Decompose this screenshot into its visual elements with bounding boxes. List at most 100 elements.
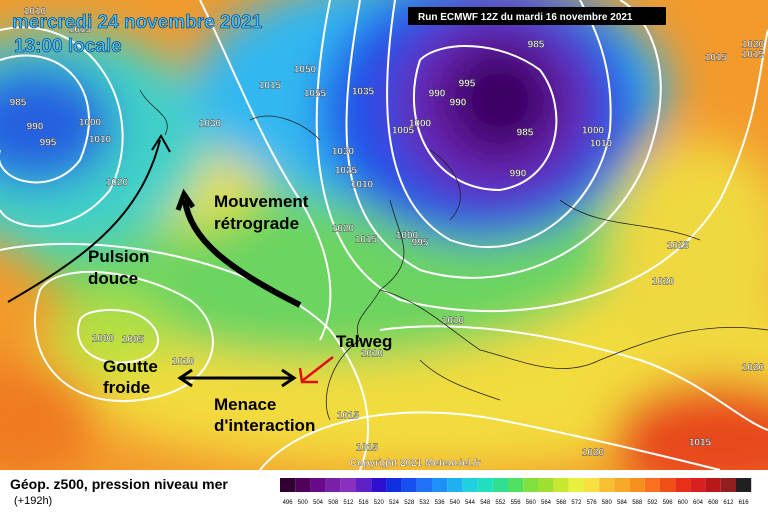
isobar-label: 1025 (335, 166, 358, 177)
legend-swatch (508, 478, 524, 492)
isobar-label: 990 (27, 122, 44, 133)
legend-swatch (492, 478, 508, 492)
annotation: rétrograde (214, 214, 299, 233)
isobar-label: 1000 (92, 334, 115, 345)
legend-label: 528 (404, 500, 415, 506)
legend-swatch (736, 478, 752, 492)
legend-swatch (705, 478, 721, 492)
field (0, 0, 768, 500)
isobar-label: 990 (510, 169, 527, 180)
run-box (408, 7, 666, 25)
arrows (7, 134, 334, 388)
legend-label: 516 (359, 500, 370, 506)
isobar-label: 1020 (742, 363, 765, 374)
legend-label: 540 (450, 500, 461, 506)
legend-label: 544 (465, 500, 476, 506)
legend-swatch (614, 478, 630, 492)
isobar-label: 1035 (352, 87, 375, 98)
legend-swatch (523, 478, 539, 492)
legend-swatch (553, 478, 569, 492)
legend-swatch (416, 478, 432, 492)
isobar-label: 1010 (442, 316, 465, 327)
legend-label: 584 (617, 500, 628, 506)
isobar-label: 1015 (355, 235, 378, 246)
legend-label: 568 (556, 500, 567, 506)
annotation: froide (103, 378, 150, 397)
legend-swatch (477, 478, 493, 492)
isobar-label: 1005 (122, 335, 145, 346)
isobar-label: 995 (40, 138, 57, 149)
legend-swatch (432, 478, 448, 492)
isobar-label: 1030 (199, 119, 222, 130)
legend-label: 576 (587, 500, 598, 506)
legend-swatch (325, 478, 341, 492)
time: 13:00 locale (14, 36, 122, 57)
isobar-label: 985 (528, 40, 545, 51)
isobar-label: 1010 (351, 180, 374, 191)
legend-label: 572 (571, 500, 582, 506)
isobar-label: 1000 (409, 119, 432, 130)
legend-label: 560 (526, 500, 537, 506)
isobar-label: 1015 (69, 25, 92, 36)
isobar-label: 1050 (294, 65, 317, 76)
legend-label: 604 (693, 500, 704, 506)
legend-swatch (720, 478, 736, 492)
legend-swatch (371, 478, 387, 492)
isobar-label: 1015 (259, 81, 282, 92)
isobar-label: 1010 (24, 7, 47, 18)
isobar-label: 985 (10, 98, 27, 109)
isobar-label: 1030 (332, 147, 355, 158)
annotation: Talweg (336, 332, 392, 351)
isobar-label: 1000 (396, 231, 419, 242)
isobar-label: 990 (429, 89, 446, 100)
legend-label: 532 (419, 500, 430, 506)
legend-label: 512 (343, 500, 354, 506)
legend-label: 612 (723, 500, 734, 506)
isobar-label: 1020 (652, 277, 675, 288)
isobar-label: 1005 (392, 126, 415, 137)
isobar-label: 1010 (89, 135, 112, 146)
isobar-label: 1055 (304, 89, 327, 100)
legend-label: 524 (389, 500, 400, 506)
annotation: Menace (214, 395, 276, 414)
annotation: Mouvement (214, 192, 309, 211)
legend-swatch (447, 478, 463, 492)
isobar-label: 1010 (361, 349, 384, 360)
isobar-label: 1020 (742, 40, 765, 51)
legend-label: 600 (678, 500, 689, 506)
copyright: Copyright 2021 Meteociel.fr (350, 458, 481, 469)
legend-label: 496 (283, 500, 294, 506)
isobar-label: 1015 (356, 443, 379, 454)
annotation: Pulsion (88, 247, 149, 266)
legend-label: 608 (708, 500, 719, 506)
isobar-label: 1015 (689, 438, 712, 449)
isobar-label: 1010 (590, 139, 613, 150)
lead-time: (+192h) (14, 495, 52, 507)
legend-swatch (295, 478, 311, 492)
legend-swatch (340, 478, 356, 492)
isobar-label: 1020 (332, 224, 355, 235)
legend-swatch (356, 478, 372, 492)
isobar-label: 1000 (79, 118, 102, 129)
legend-swatch (660, 478, 676, 492)
legend-label: 500 (298, 500, 309, 506)
legend-swatch (462, 478, 478, 492)
legend-swatch (644, 478, 660, 492)
legend-label: 536 (435, 500, 446, 506)
isobar-label: 1015 (742, 50, 765, 61)
legend-swatch (599, 478, 615, 492)
isobar-label: 1010 (172, 357, 195, 368)
legend-label: 580 (602, 500, 613, 506)
legend-swatch (690, 478, 706, 492)
legend-label: 504 (313, 500, 324, 506)
legend-label: 596 (663, 500, 674, 506)
legend-label: 564 (541, 500, 552, 506)
isobar-labels: 1010 1015 985 990 995 1000 1010 1020 1030 1050 101… (9, 6, 765, 458)
legend-swatch (629, 478, 645, 492)
annotation: douce (88, 269, 138, 288)
legend-swatch (568, 478, 584, 492)
legend-label: 548 (480, 500, 491, 506)
date: mercredi 24 novembre 2021 (12, 12, 263, 33)
contours (0, 0, 768, 471)
